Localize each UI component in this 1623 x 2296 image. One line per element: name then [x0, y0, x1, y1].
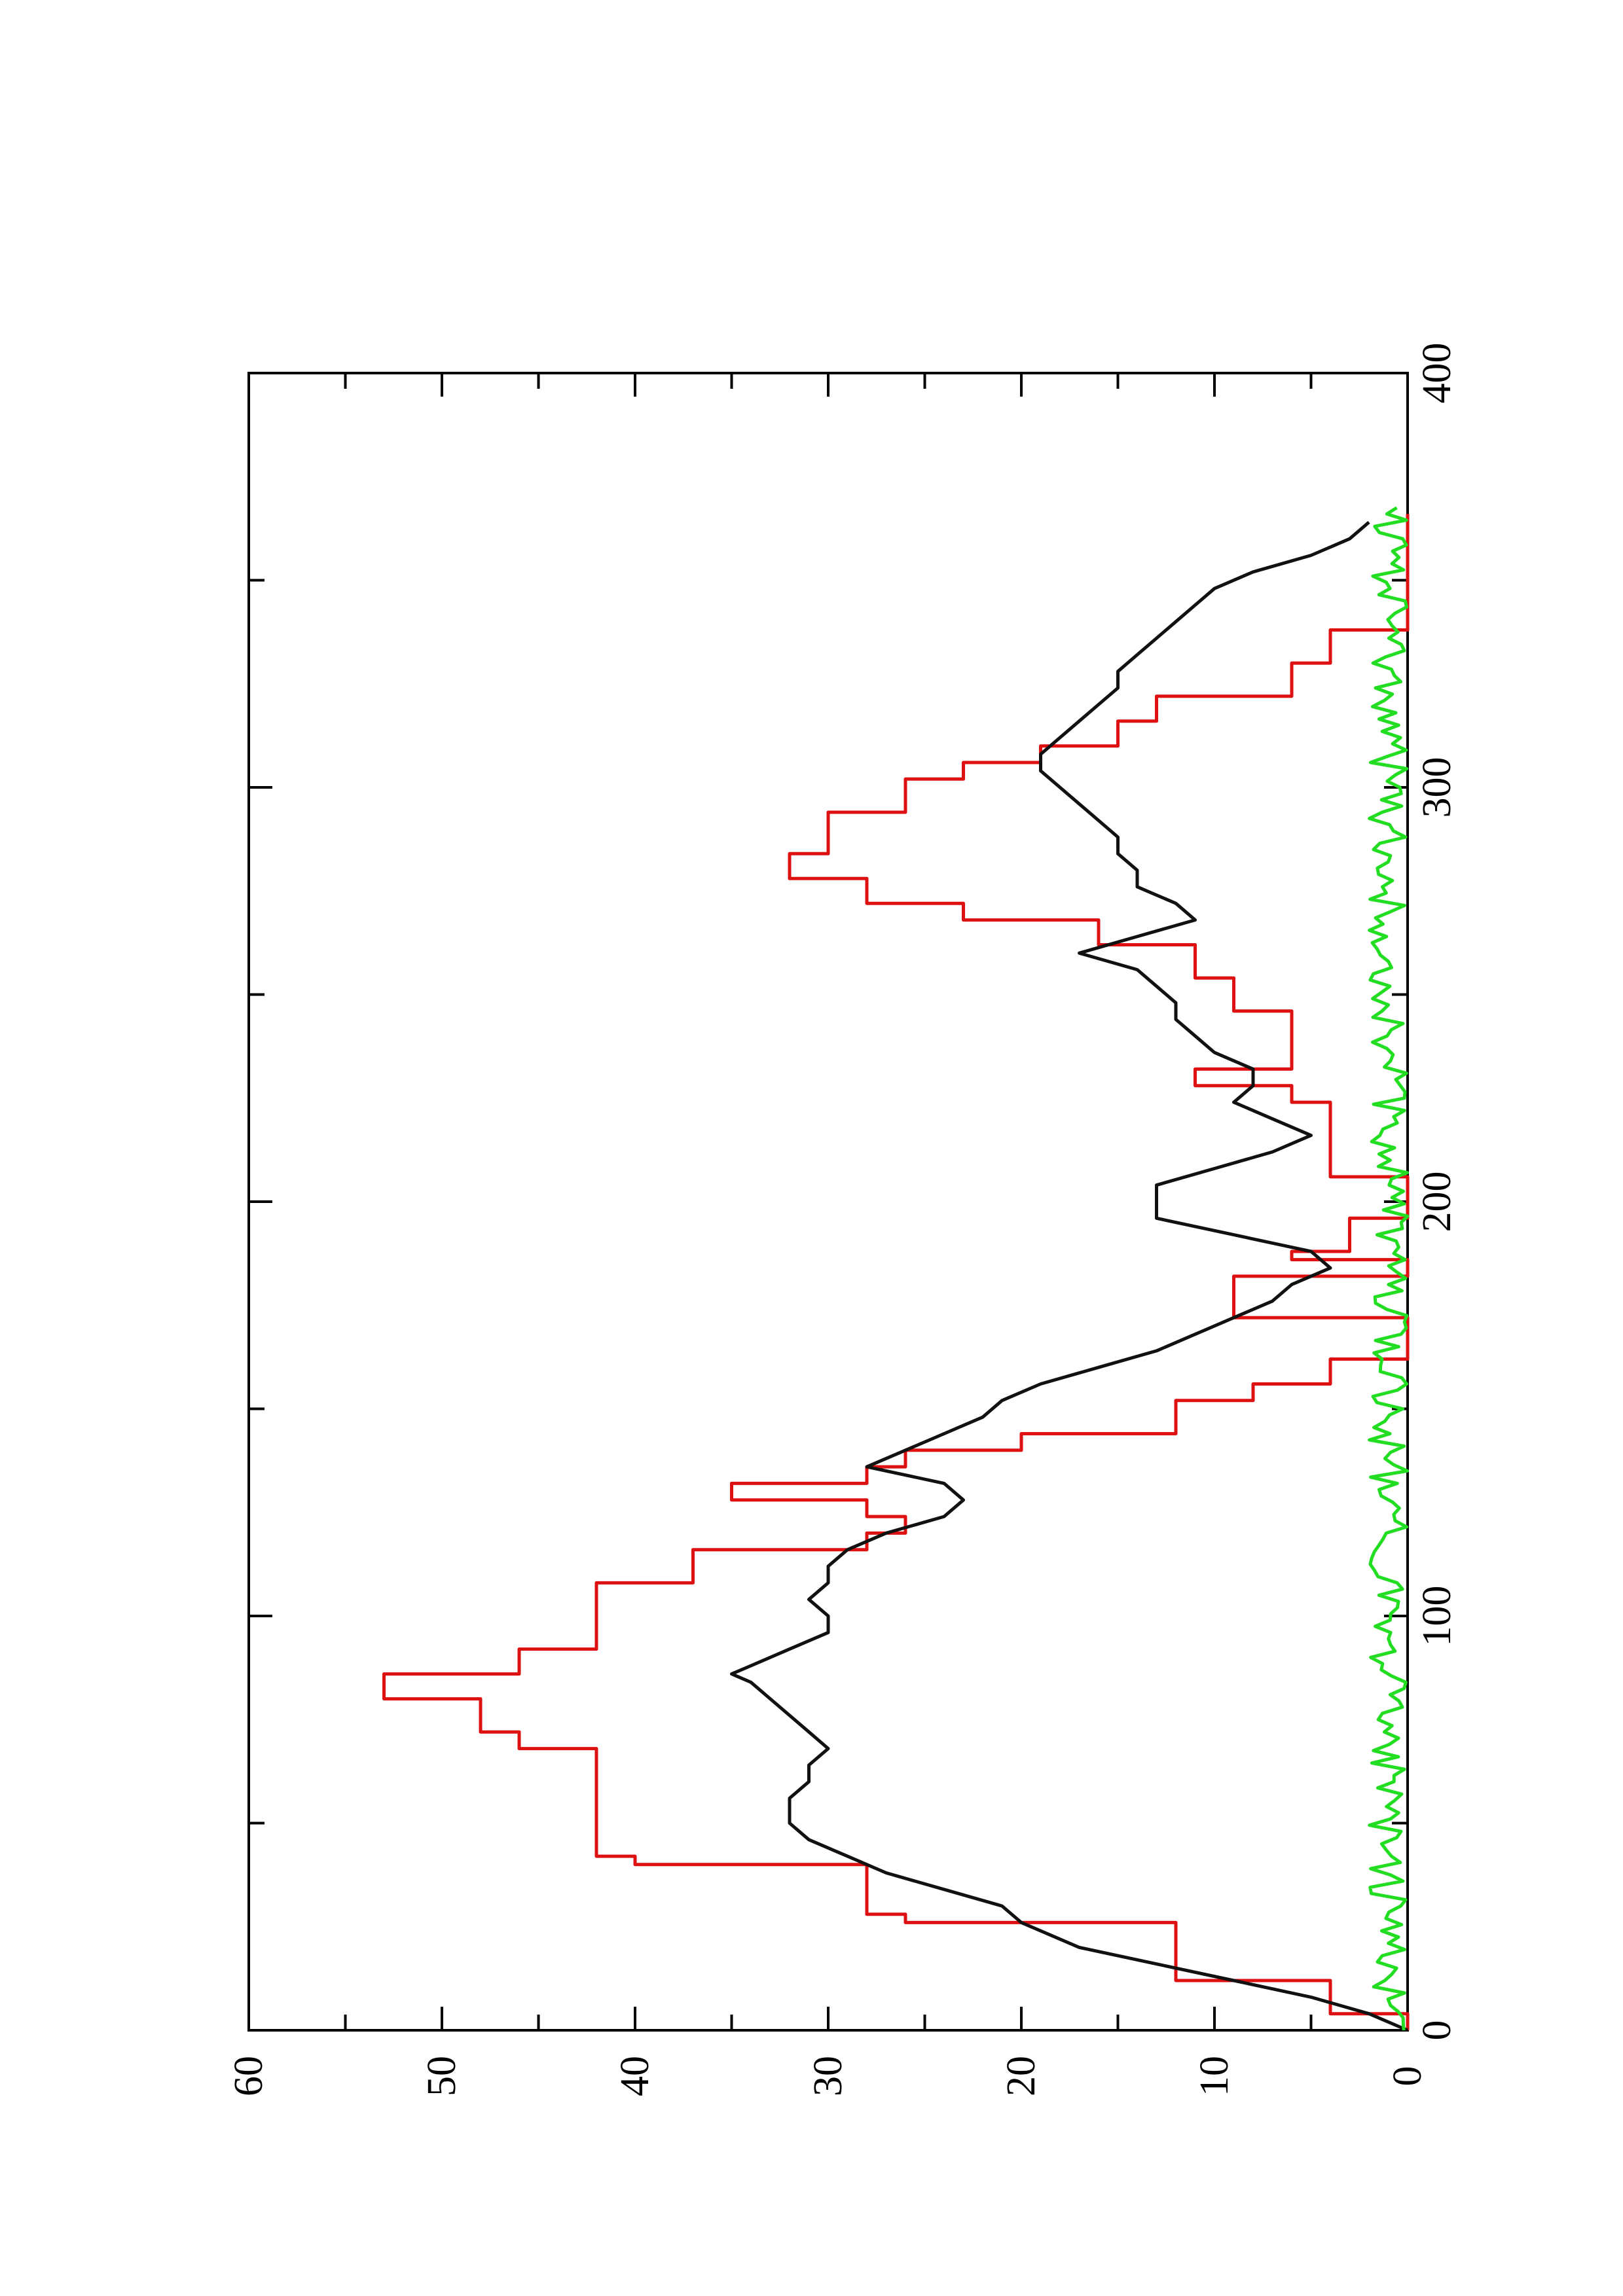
x-tick-label: 200 — [1415, 1172, 1459, 1232]
x-tick-label: 300 — [1415, 757, 1459, 818]
y-tick-label: 40 — [613, 2056, 657, 2096]
x-tick-label: 100 — [1415, 1586, 1459, 1647]
x-tick-label: 400 — [1415, 343, 1459, 404]
y-tick-label: 50 — [420, 2056, 464, 2096]
tick-labels: 0 100 200 300 400 0 10 20 30 40 50 60 — [227, 343, 1459, 2097]
y-tick-label: 10 — [1192, 2056, 1237, 2096]
series-layer — [382, 506, 1410, 2032]
y-tick-label: 0 — [1385, 2066, 1430, 2087]
series-line-2 — [730, 521, 1408, 2032]
y-tick-label: 30 — [806, 2056, 850, 2096]
tick-marks — [247, 372, 1409, 2032]
series-line-1 — [382, 514, 1410, 2030]
y-tick-label: 60 — [227, 2056, 271, 2096]
y-tick-label: 20 — [999, 2056, 1044, 2096]
series-line-3 — [1368, 506, 1410, 2031]
plot-frame — [247, 372, 1409, 2032]
x-tick-label: 0 — [1415, 2020, 1459, 2041]
